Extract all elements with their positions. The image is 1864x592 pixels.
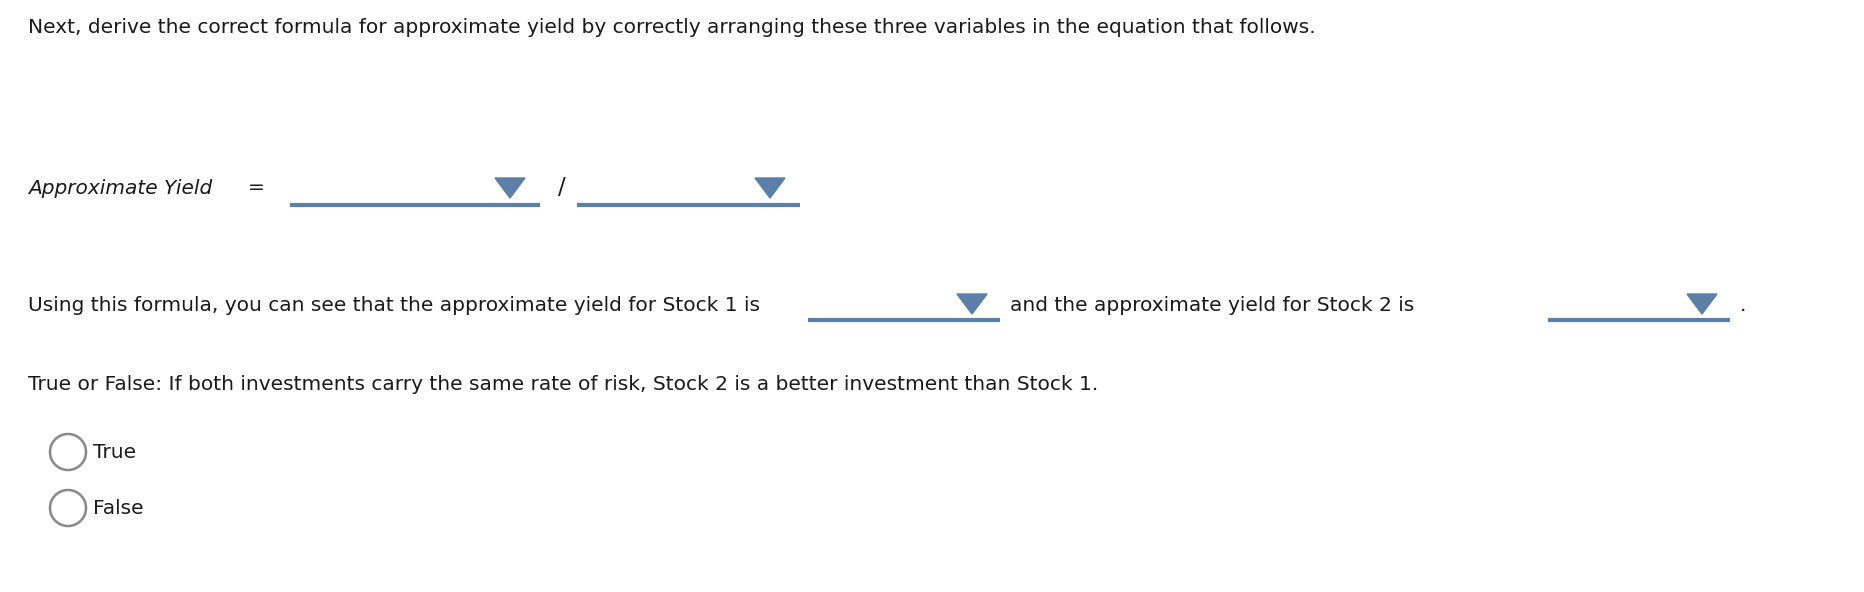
Polygon shape xyxy=(755,178,785,198)
Text: True or False: If both investments carry the same rate of risk, Stock 2 is a bet: True or False: If both investments carry… xyxy=(28,375,1098,394)
Polygon shape xyxy=(496,178,526,198)
Text: Approximate Yield: Approximate Yield xyxy=(28,179,212,198)
Polygon shape xyxy=(1687,294,1717,314)
Text: /: / xyxy=(557,176,567,200)
Text: Using this formula, you can see that the approximate yield for Stock 1 is: Using this formula, you can see that the… xyxy=(28,295,761,314)
Text: and the approximate yield for Stock 2 is: and the approximate yield for Stock 2 is xyxy=(1010,295,1415,314)
Text: True: True xyxy=(93,442,136,462)
Text: .: . xyxy=(1739,295,1747,314)
Text: False: False xyxy=(93,498,144,517)
Text: =: = xyxy=(248,179,265,198)
Text: Next, derive the correct formula for approximate yield by correctly arranging th: Next, derive the correct formula for app… xyxy=(28,18,1316,37)
Polygon shape xyxy=(956,294,988,314)
